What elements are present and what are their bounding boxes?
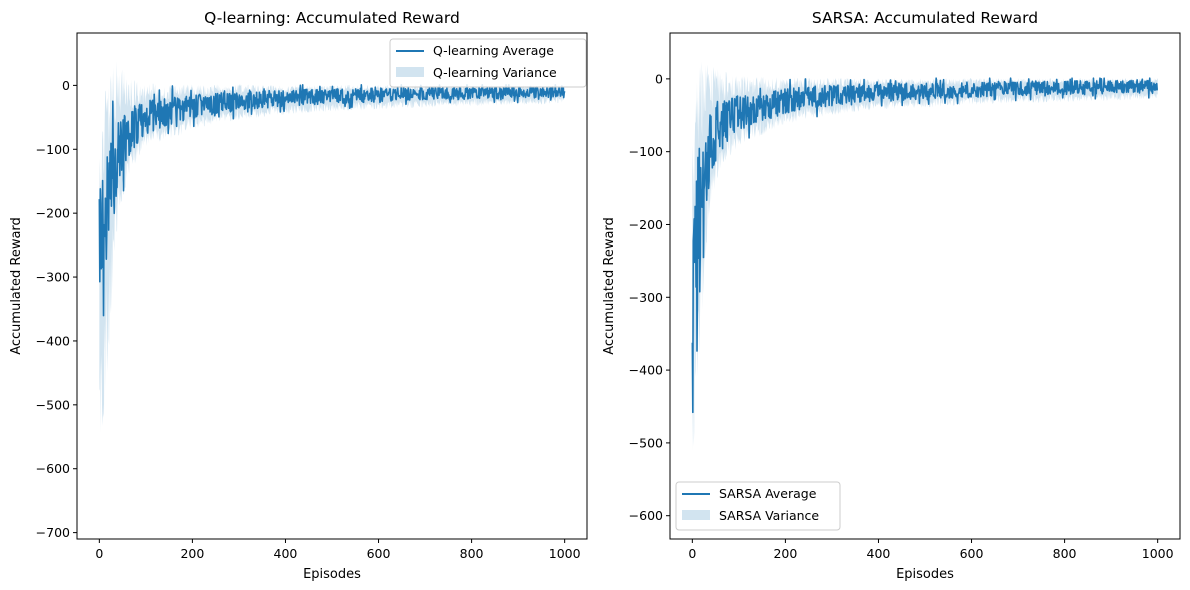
x-tick-label: 600 [960,546,984,561]
y-tick-label: −500 [629,435,663,450]
x-tick-label: 400 [867,546,891,561]
x-axis-ticks: 0 200 400 600 800 1000 [688,539,1174,561]
x-tick-label: 600 [367,546,391,561]
x-tick-label: 1000 [1142,546,1174,561]
y-tick-label: 0 [62,78,70,93]
legend-band-swatch [396,67,424,77]
y-tick-label: −600 [629,508,663,523]
x-tick-label: 400 [274,546,298,561]
legend-box [675,481,841,531]
x-tick-label: 800 [460,546,484,561]
y-tick-label: −500 [36,397,70,412]
x-axis-label: Episodes [896,567,954,582]
y-axis-label: Accumulated Reward [602,217,617,355]
chart-q-learning: Q-learning: Accumulated Reward 0 200 400 60… [9,9,588,582]
plot-frame [669,32,1181,540]
legend-label-average: Q-learning Average [433,43,554,58]
chart-title: Q-learning: Accumulated Reward [204,9,460,27]
y-tick-label: −400 [36,333,70,348]
plot-frame [76,32,588,540]
y-tick-label: −700 [36,525,70,540]
y-axis-label: Accumulated Reward [9,217,24,355]
y-tick-label: −100 [36,142,70,157]
x-tick-label: 200 [180,546,204,561]
average-line [98,83,566,317]
legend-label-variance: SARSA Variance [719,508,819,523]
legend: Q-learning Average Q-learning Variance [389,38,587,88]
x-tick-label: 0 [95,546,103,561]
y-tick-label: −600 [36,461,70,476]
legend-label-average: SARSA Average [719,486,817,501]
y-tick-label: −400 [629,363,663,378]
y-tick-label: −200 [36,206,70,221]
chart-sarsa: SARSA: Accumulated Reward 0 200 400 600 800 1… [602,9,1181,582]
legend-label-variance: Q-learning Variance [433,65,557,80]
y-axis-ticks: 0 −100 −200 −300 −400 −500 −600 −700 [36,78,77,540]
x-tick-label: 0 [688,546,696,561]
y-tick-label: −100 [629,144,663,159]
legend-box [389,38,587,88]
plot-marks [98,61,566,433]
plot-marks [691,61,1158,452]
chart-title: SARSA: Accumulated Reward [812,9,1038,27]
x-axis-label: Episodes [303,567,361,582]
y-axis-ticks: 0 −100 −200 −300 −400 −500 −600 [629,71,670,523]
x-tick-label: 800 [1053,546,1077,561]
y-tick-label: −300 [36,270,70,285]
variance-band [692,61,1158,452]
x-tick-label: 1000 [549,546,581,561]
average-line [691,77,1158,414]
y-tick-label: 0 [655,71,663,86]
y-tick-label: −200 [629,217,663,232]
x-tick-label: 200 [773,546,797,561]
legend-band-swatch [682,510,710,520]
x-axis-ticks: 0 200 400 600 800 1000 [95,539,581,561]
legend: SARSA Average SARSA Variance [675,481,841,531]
y-tick-label: −300 [629,290,663,305]
